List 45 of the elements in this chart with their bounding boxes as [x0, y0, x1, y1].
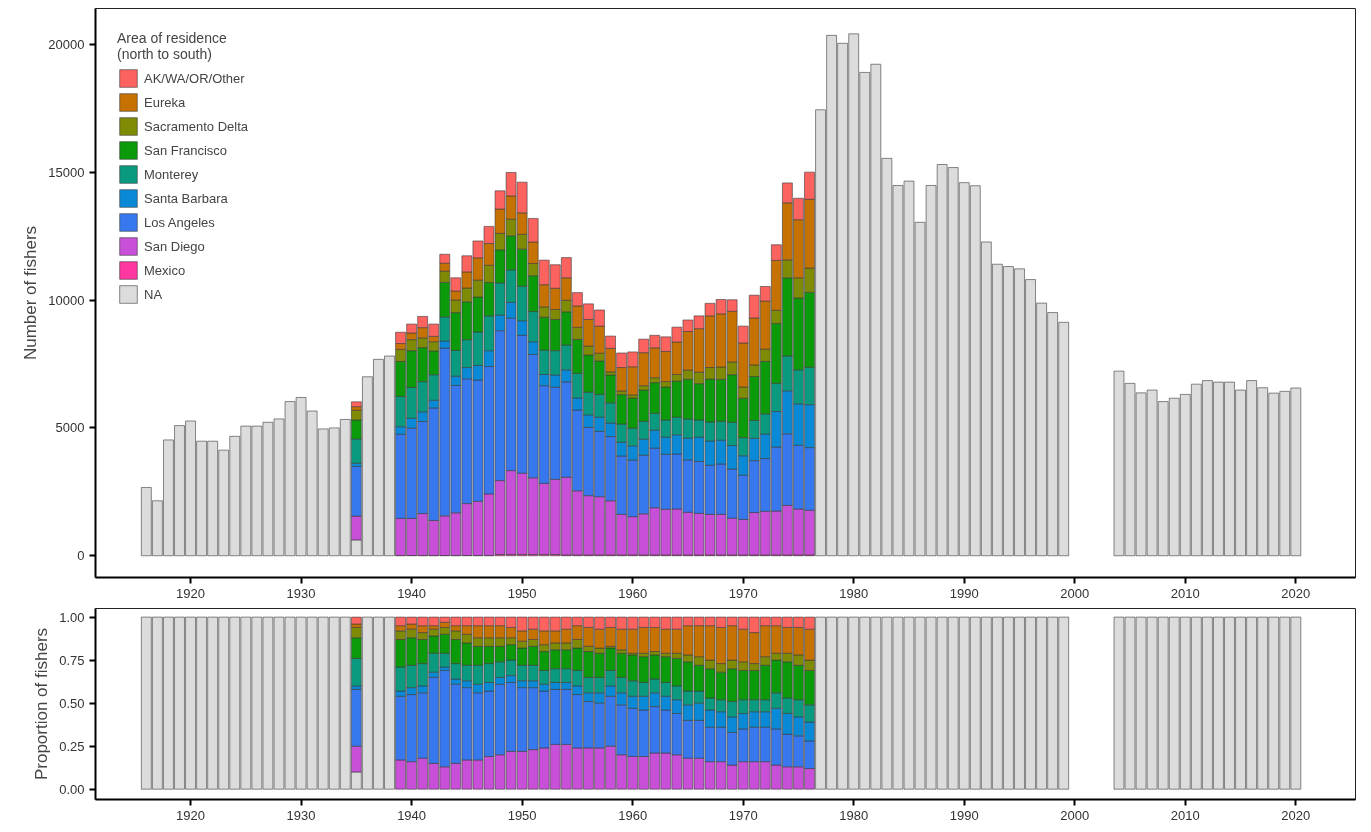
legend-label: Los Angeles — [144, 213, 215, 232]
x-tick-label: 2020 — [1281, 807, 1311, 823]
y-tick-label: 20000 — [48, 36, 85, 52]
y-tick-label: 0.50 — [59, 695, 85, 711]
x-tick-label: 1940 — [397, 807, 427, 823]
y-tick-label: 10000 — [48, 292, 85, 308]
legend-label: Monterey — [144, 165, 199, 184]
x-tick-label: 1980 — [839, 807, 869, 823]
x-tick-label: 1990 — [949, 807, 979, 823]
x-tick-label: 2010 — [1170, 807, 1200, 823]
y-tick-label: 0 — [77, 548, 85, 564]
legend-label: San Francisco — [144, 141, 228, 160]
y-tick-label: 1.00 — [59, 609, 85, 625]
x-tick-label: 1990 — [949, 585, 979, 601]
y-axis-title: Proportion of fishers — [32, 627, 52, 781]
y-tick-label: 0.25 — [59, 738, 85, 754]
x-tick-label: 2010 — [1170, 585, 1200, 601]
x-tick-label: 2020 — [1281, 585, 1311, 601]
legend-label: Mexico — [144, 261, 186, 280]
x-tick-label: 1950 — [507, 807, 537, 823]
legend-label: AK/WA/OR/Other — [144, 69, 245, 88]
x-tick-label: 1920 — [176, 585, 206, 601]
x-tick-label: 1930 — [286, 807, 316, 823]
x-tick-label: 1950 — [507, 585, 537, 601]
x-tick-label: 1930 — [286, 585, 316, 601]
y-tick-label: 5000 — [55, 420, 85, 436]
x-tick-label: 1980 — [839, 585, 869, 601]
legend-label: Eureka — [144, 93, 186, 112]
y-axis-title: Number of fishers — [21, 225, 41, 361]
x-tick-label: 1940 — [397, 585, 427, 601]
y-tick-label: 0.00 — [59, 781, 85, 797]
x-tick-label: 2000 — [1060, 585, 1090, 601]
legend-label: Sacramento Delta — [144, 117, 249, 136]
y-tick-label: 15000 — [48, 164, 85, 180]
y-tick-label: 0.75 — [59, 652, 85, 668]
x-tick-label: 1970 — [728, 807, 758, 823]
x-tick-label: 1960 — [618, 585, 648, 601]
x-tick-label: 2000 — [1060, 807, 1090, 823]
legend-title: Area of residence (north to south) — [117, 30, 228, 62]
x-tick-label: 1970 — [728, 585, 758, 601]
x-tick-label: 1920 — [176, 807, 206, 823]
legend-label: San Diego — [144, 237, 205, 256]
legend-label: Santa Barbara — [144, 189, 228, 208]
x-tick-label: 1960 — [618, 807, 648, 823]
legend-label: NA — [144, 285, 164, 304]
